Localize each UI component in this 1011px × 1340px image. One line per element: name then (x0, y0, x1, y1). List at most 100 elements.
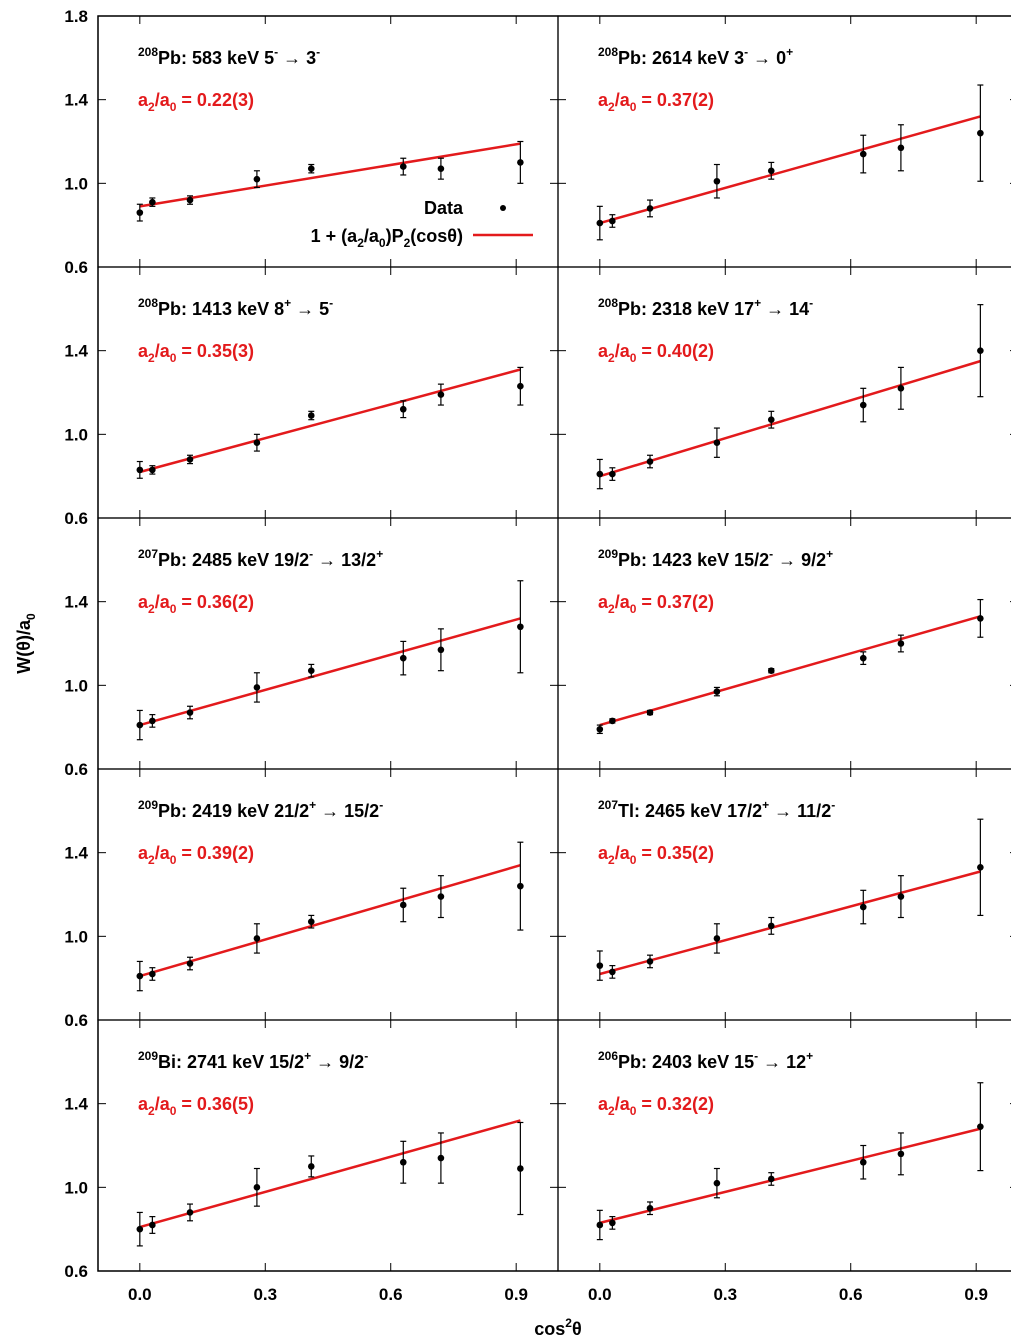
y-tick-label: 1.0 (64, 676, 88, 695)
data-marker (897, 640, 905, 647)
data-marker (186, 709, 194, 716)
data-point (977, 1082, 984, 1172)
data-marker (149, 1221, 156, 1229)
ratio-label: a2/a0 = 0.37(2) (598, 592, 714, 616)
data-marker (897, 144, 905, 152)
data-point (517, 1121, 524, 1216)
data-point (646, 454, 654, 469)
y-tick-label: 1.0 (64, 1178, 88, 1197)
data-point (897, 875, 905, 919)
data-marker (399, 405, 407, 413)
data-marker (136, 972, 144, 980)
data-marker (897, 1150, 905, 1158)
panel-title: 209Pb: 2419 keV 21/2+ → 15/2- (138, 798, 383, 821)
data-point (609, 1216, 616, 1230)
data-point (136, 960, 144, 992)
x-tick-label: 0.6 (379, 1285, 403, 1304)
panel-title: 208Pb: 583 keV 5- → 3- (138, 45, 320, 68)
data-point (713, 1167, 721, 1199)
data-marker (253, 684, 261, 691)
ratio-label: a2/a0 = 0.35(3) (138, 341, 254, 365)
data-marker (596, 1221, 604, 1229)
fit-line (599, 115, 981, 225)
data-marker (859, 150, 867, 158)
data-point (399, 887, 407, 923)
y-tick-label: 0.6 (64, 509, 88, 528)
data-point (437, 383, 445, 406)
data-point (307, 914, 315, 929)
data-point (646, 199, 654, 218)
x-tick-label: 0.3 (253, 1285, 277, 1304)
data-marker (136, 1225, 144, 1233)
data-point (609, 965, 616, 979)
data-point (136, 709, 144, 741)
data-point (186, 195, 194, 205)
data-marker (517, 1165, 524, 1172)
data-point (609, 214, 616, 228)
data-marker (437, 165, 445, 172)
panel-1: 0.6 1.0 1.4 1.8 208Pb: 583 keV 5- → 3- a2/a0 … (64, 7, 559, 277)
data-point (186, 1203, 194, 1222)
data-point (399, 1140, 407, 1184)
data-marker (609, 1219, 616, 1227)
data-point (646, 1201, 654, 1216)
data-marker (767, 922, 775, 930)
y-tick-label: 1.4 (64, 91, 88, 110)
y-tick-label: 1.4 (64, 1095, 88, 1114)
data-point (859, 134, 867, 174)
data-marker (977, 347, 984, 354)
ratio-label: a2/a0 = 0.22(3) (138, 90, 254, 114)
fit-line (139, 1119, 521, 1229)
legend-data-label: Data (424, 198, 464, 218)
data-marker (977, 615, 984, 622)
data-point (136, 1211, 144, 1247)
data-marker (609, 968, 616, 976)
ratio-label: a2/a0 = 0.35(2) (598, 843, 714, 867)
data-point (897, 634, 905, 653)
data-marker (437, 391, 445, 398)
data-marker (149, 466, 156, 474)
data-marker (149, 970, 156, 978)
data-point (149, 714, 156, 728)
data-marker (977, 864, 984, 871)
data-marker (149, 717, 156, 725)
data-point (149, 465, 156, 475)
data-point (713, 427, 721, 458)
x-tick-label: 0.9 (504, 1285, 528, 1304)
data-marker (596, 219, 604, 227)
fit-line (139, 617, 521, 727)
data-point (859, 387, 867, 423)
ratio-label: a2/a0 = 0.36(2) (138, 592, 254, 616)
data-marker (596, 725, 604, 733)
data-point (437, 157, 445, 180)
data-marker (136, 721, 144, 729)
data-marker (149, 198, 156, 206)
data-point (596, 458, 604, 490)
data-point (186, 705, 194, 720)
data-point (767, 410, 775, 429)
data-marker (307, 412, 315, 419)
data-point (517, 841, 524, 931)
data-point (767, 161, 775, 180)
data-point (977, 84, 984, 182)
fit-line (599, 359, 981, 478)
data-marker (767, 667, 775, 674)
data-point (767, 1172, 775, 1186)
data-point (149, 967, 156, 981)
data-point (596, 205, 604, 241)
data-marker (253, 935, 261, 942)
data-point (897, 124, 905, 172)
data-marker (307, 165, 315, 172)
data-point (136, 203, 144, 222)
panel-title: 206Pb: 2403 keV 15- → 12+ (598, 1049, 813, 1072)
data-marker (609, 470, 616, 478)
panel-9: 0.6 1.0 1.4 0.0 0.3 0.6 0.9 209Bi: 2741 keV 15/… (64, 1019, 559, 1304)
data-point (253, 672, 261, 703)
data-marker (859, 654, 867, 662)
data-marker (517, 882, 524, 890)
y-tick-label: 1.4 (64, 342, 88, 361)
data-marker (713, 935, 721, 942)
data-marker (437, 893, 445, 900)
data-point (517, 366, 524, 406)
